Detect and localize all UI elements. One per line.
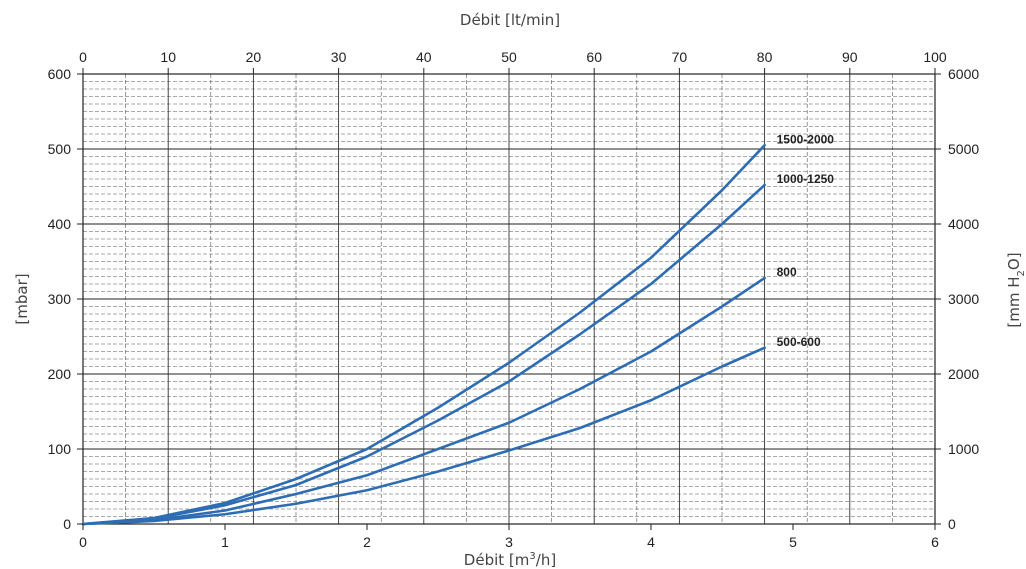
top-tick-label: 80: [757, 49, 773, 65]
series-lines: 1500-2000 1000-1250 800 500-600: [81, 132, 835, 526]
top-tick-label: 70: [672, 49, 688, 65]
x-tick-label: 2: [363, 534, 371, 550]
left-tick-label: 400: [48, 216, 72, 232]
top-tick-label: 0: [79, 49, 87, 65]
top-tick-label: 50: [501, 49, 517, 65]
right-axis-title-sub: 2: [1016, 270, 1026, 276]
top-tick-label: 30: [331, 49, 347, 65]
series-label-1500-2000: 1500-2000: [777, 132, 835, 146]
top-tick-label: 40: [416, 49, 432, 65]
top-tick-label: 20: [246, 49, 262, 65]
right-tick-label: 5000: [948, 141, 979, 157]
top-tick-label: 60: [586, 49, 602, 65]
top-tick-label: 10: [160, 49, 176, 65]
top-tick-label: 90: [842, 49, 858, 65]
tick-labels: 0 1 2 3 4 5 60 10 20 30 40 50 60 70 80 90 10001002003004…: [48, 49, 980, 550]
right-tick-label: 2000: [948, 366, 979, 382]
right-tick-label: 1000: [948, 441, 979, 457]
x-tick-label: 6: [931, 534, 939, 550]
left-tick-label: 600: [48, 66, 72, 82]
left-tick-label: 0: [63, 516, 71, 532]
left-tick-label: 300: [48, 291, 72, 307]
right-tick-label: 4000: [948, 216, 979, 232]
left-tick-label: 500: [48, 141, 72, 157]
series-line-800: [81, 276, 766, 526]
left-axis-title: [mbar]: [13, 273, 31, 324]
right-tick-label: 6000: [948, 66, 979, 82]
bottom-axis-title-end: /h]: [536, 551, 556, 569]
right-axis-title-end: O]: [1005, 252, 1023, 270]
top-axis-title: Débit [lt/min]: [460, 11, 560, 29]
right-axis-title: [mm H2O]: [1005, 252, 1026, 327]
x-tick-label: 0: [79, 534, 87, 550]
x-tick-label: 3: [505, 534, 513, 550]
right-tick-label: 0: [948, 516, 956, 532]
grid-lines: [83, 74, 935, 524]
bottom-axis-title-sup: 3: [529, 551, 535, 562]
right-axis-title-main: [mm H: [1005, 276, 1023, 327]
bottom-axis-title: Débit [m3/h]: [464, 551, 556, 569]
series-label-800: 800: [777, 265, 797, 279]
series-line-1500-2000: [81, 143, 766, 526]
right-tick-label: 3000: [948, 291, 979, 307]
series-line-1000-1250: [81, 183, 766, 526]
x-tick-label: 4: [647, 534, 655, 550]
left-tick-label: 100: [48, 441, 72, 457]
series-label-500-600: 500-600: [777, 335, 821, 349]
x-tick-label: 5: [789, 534, 797, 550]
top-tick-label: 100: [923, 49, 947, 65]
series-line-500-600: [81, 346, 766, 526]
x-tick-label: 1: [221, 534, 229, 550]
bottom-axis-title-main: Débit [m: [464, 551, 530, 569]
left-tick-label: 200: [48, 366, 72, 382]
series-label-1000-1250: 1000-1250: [777, 172, 835, 186]
